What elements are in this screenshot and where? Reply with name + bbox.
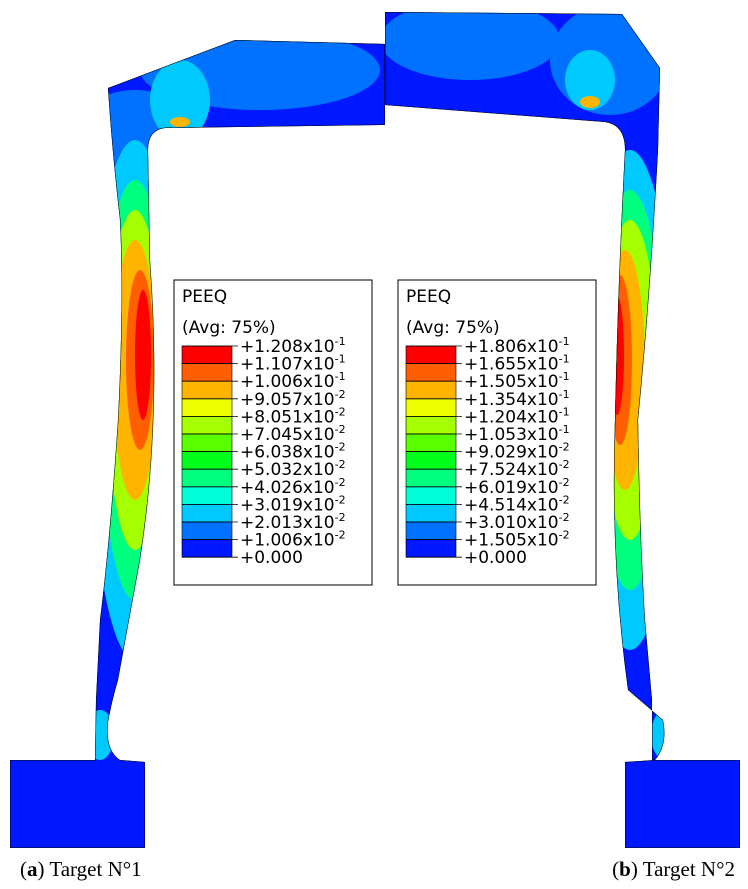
level-exponent: -2 [335,529,346,542]
level-label: +0.000 [240,548,303,568]
figure: PEEQ(Avg: 75%)+1.208x10-1+1.107x10-1+1.0… [0,0,748,889]
level-exponent: -2 [559,441,570,454]
level-exponent: -2 [335,476,346,489]
color-band [182,504,232,522]
color-band [182,522,232,540]
caption-part: ) Target N°1 [38,857,142,881]
level-exponent: -2 [335,423,346,436]
level-exponent: -2 [559,476,570,489]
level-exponent: -1 [559,423,570,436]
caption-part: b [619,857,631,881]
color-band [406,346,456,364]
level-exponent: -1 [559,353,570,366]
color-band [406,434,456,452]
color-band [406,399,456,417]
level-exponent: -1 [335,335,346,348]
level-value: +0.000 [240,548,303,568]
level-value: +0.000 [464,548,527,568]
caption-part: ) Target N°2 [631,857,735,881]
level-exponent: -2 [335,388,346,401]
legend-title: PEEQ [182,287,227,307]
legend-subtitle: (Avg: 75%) [182,318,276,338]
color-band [182,364,232,382]
color-band [182,540,232,558]
color-band [182,487,232,505]
caption-part: ( [20,857,27,881]
level-exponent: -2 [559,529,570,542]
level-exponent: -2 [559,458,570,471]
level-exponent: -2 [335,405,346,418]
level-label: +0.000 [464,548,527,568]
level-exponent: -2 [335,458,346,471]
legend: PEEQ(Avg: 75%)+1.208x10-1+1.107x10-1+1.0… [174,280,372,585]
color-band [182,416,232,434]
color-band [406,487,456,505]
level-exponent: -1 [335,353,346,366]
level-exponent: -1 [559,370,570,383]
level-exponent: -1 [335,370,346,383]
level-exponent: -2 [335,511,346,524]
color-band [406,364,456,382]
level-exponent: -2 [559,493,570,506]
color-band [406,504,456,522]
legend-subtitle: (Avg: 75%) [406,318,500,338]
color-band [182,469,232,487]
caption-part: a [27,857,38,881]
color-band [182,381,232,399]
level-exponent: -1 [559,405,570,418]
level-exponent: -2 [335,493,346,506]
color-band [182,434,232,452]
color-band [182,346,232,364]
color-band [406,522,456,540]
level-exponent: -2 [335,441,346,454]
level-exponent: -2 [559,511,570,524]
color-band [406,381,456,399]
color-band [406,416,456,434]
legend: PEEQ(Avg: 75%)+1.806x10-1+1.655x10-1+1.5… [398,280,596,585]
caption-part: ( [612,857,619,881]
caption: (a) Target N°1 [20,857,142,881]
color-band [182,452,232,470]
color-band [406,469,456,487]
color-band [182,399,232,417]
caption: (b) Target N°2 [612,857,735,881]
level-exponent: -1 [559,335,570,348]
color-band [406,452,456,470]
level-exponent: -1 [559,388,570,401]
legend-title: PEEQ [406,287,451,307]
color-band [406,540,456,558]
